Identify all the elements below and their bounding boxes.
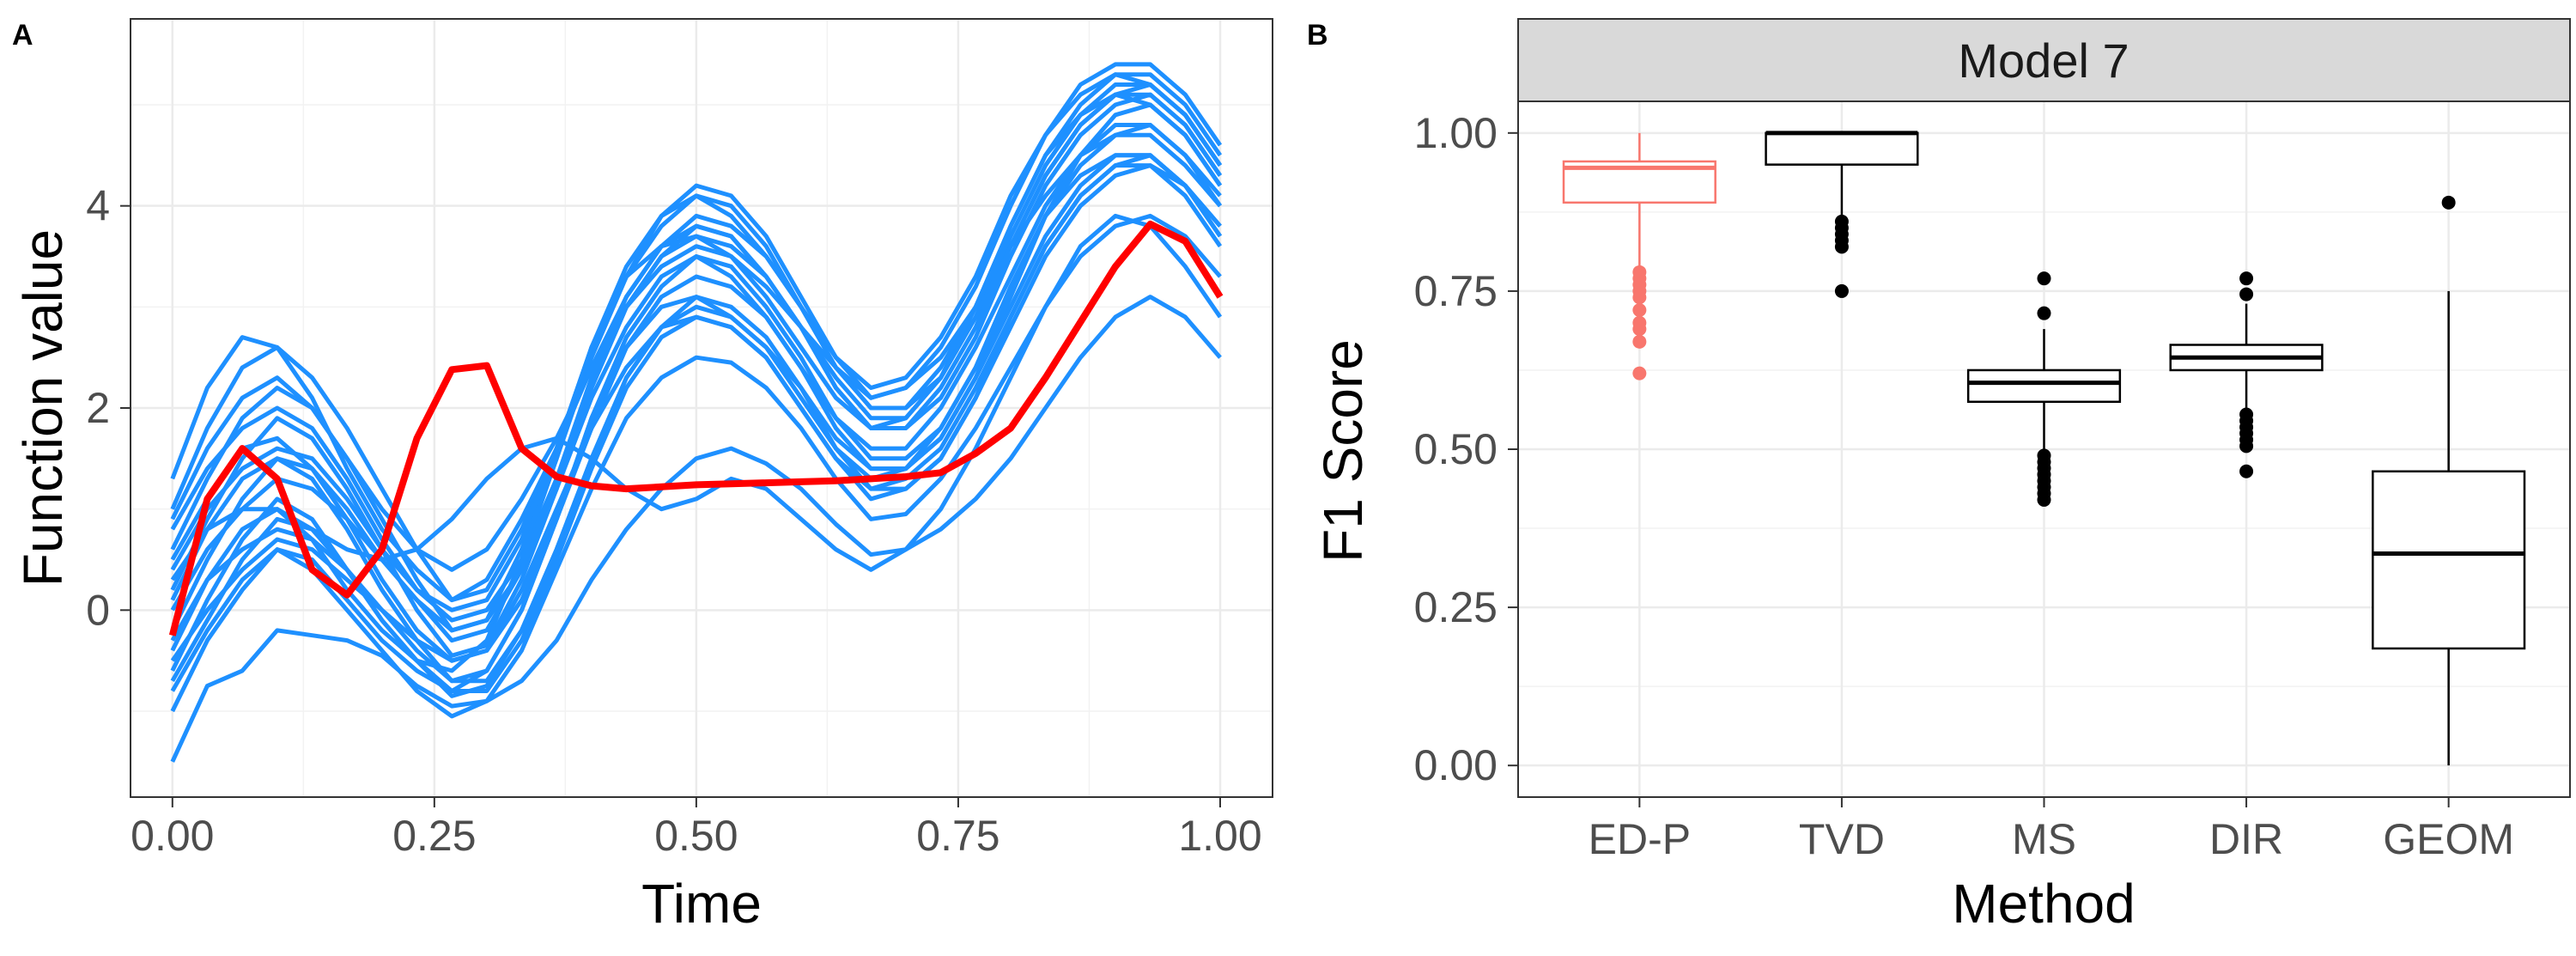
panel-b-y-tick-labels: 0.00 0.25 0.50 0.75 1.00	[1414, 109, 1498, 789]
panel-a-plot: 0.00 0.25 0.50 0.75 1.00 0 2 4	[86, 18, 1273, 860]
outlier-point	[2239, 464, 2254, 478]
panel-b-x-tick-label: GEOM	[2383, 815, 2514, 863]
box-iqr	[2372, 470, 2526, 650]
outlier-point	[2239, 271, 2254, 286]
panel-b-x-tick-label: DIR	[2209, 815, 2283, 863]
curve-line	[170, 132, 1222, 572]
panel-b-y-tick-label: 0.50	[1414, 425, 1498, 473]
panel-a-y-tick-label: 4	[86, 182, 110, 230]
panel-a-curves	[170, 62, 1223, 763]
outlier-point	[1632, 290, 1647, 305]
curve-line	[170, 82, 1223, 623]
panel-b-ticks	[1508, 131, 2450, 807]
box-dir	[2169, 271, 2324, 478]
curve-line	[170, 163, 1223, 693]
outlier-point	[2037, 271, 2051, 286]
facet-strip-label: Model 7	[1958, 33, 2129, 88]
outlier-point	[1834, 283, 1849, 298]
box-iqr	[1765, 131, 1919, 166]
curve-line	[170, 295, 1222, 763]
box-ms	[1966, 271, 2122, 507]
panel-b-x-axis-title: Method	[1952, 873, 2135, 935]
panel-a-x-tick-label: 0.25	[392, 812, 476, 860]
panel-b-x-tick-label: TVD	[1799, 815, 1885, 863]
box-tvd	[1765, 131, 1919, 298]
outlier-point	[2239, 287, 2254, 301]
panel-b-plot: Model 7 ED-P TVD MS DIR GEOM 0.00 0.25 0.50 0.7…	[1414, 18, 2571, 863]
panel-a-x-tick-label: 0.50	[654, 812, 738, 860]
panel-b-boxes	[1562, 131, 2526, 766]
panel-a-x-axis-title: Time	[641, 873, 762, 935]
panel-a-y-tick-label: 0	[86, 586, 110, 634]
outlier-point	[2037, 306, 2051, 320]
curve-line	[170, 72, 1223, 603]
panel-b-y-axis-title: F1 Score	[1312, 339, 1374, 563]
facet-strip	[1517, 18, 2571, 102]
panel-b-x-tick-label: MS	[2012, 815, 2076, 863]
panel-b-y-tick-label: 0.25	[1414, 583, 1498, 631]
box-geom	[2372, 195, 2526, 766]
panel-a-letter: A	[12, 19, 33, 52]
box-ed-p	[1562, 132, 1716, 381]
box-iqr	[1966, 368, 2122, 404]
panel-a-highlight-curve	[168, 220, 1224, 636]
outlier-point	[2037, 492, 2051, 507]
panel-b-x-tick-labels: ED-P TVD MS DIR GEOM	[1589, 815, 2514, 863]
panel-a-x-tick-label: 0.00	[131, 812, 214, 860]
outlier-point	[1834, 240, 1849, 254]
outlier-point	[2441, 195, 2456, 210]
panel-a-x-tick-label: 1.00	[1178, 812, 1261, 860]
curve-line	[170, 153, 1222, 684]
outlier-point	[1632, 366, 1647, 381]
panel-a-y-tick-labels: 0 2 4	[86, 182, 110, 635]
outlier-point	[1632, 322, 1647, 337]
curve-line	[170, 82, 1223, 643]
panel-a-x-tick-label: 0.75	[916, 812, 999, 860]
panel-b-y-tick-label: 0.75	[1414, 267, 1498, 315]
panel-a-y-axis-title: Function value	[12, 229, 74, 587]
outlier-point	[1632, 334, 1647, 349]
outlier-point	[1632, 303, 1647, 317]
curve-line	[170, 213, 1223, 582]
panel-b-x-tick-label: ED-P	[1589, 815, 1691, 863]
curve-line	[170, 153, 1223, 693]
panel-a-ticks	[120, 204, 1221, 807]
outlier-point	[2239, 439, 2254, 454]
panel-a-y-tick-label: 2	[86, 384, 110, 432]
panel-a-x-tick-labels: 0.00 0.25 0.50 0.75 1.00	[131, 812, 1262, 860]
panel-b-y-tick-label: 0.00	[1414, 741, 1498, 789]
panel-b-letter: B	[1307, 19, 1328, 52]
highlight-curve-line	[168, 220, 1224, 636]
panel-b-y-tick-label: 1.00	[1414, 109, 1498, 157]
